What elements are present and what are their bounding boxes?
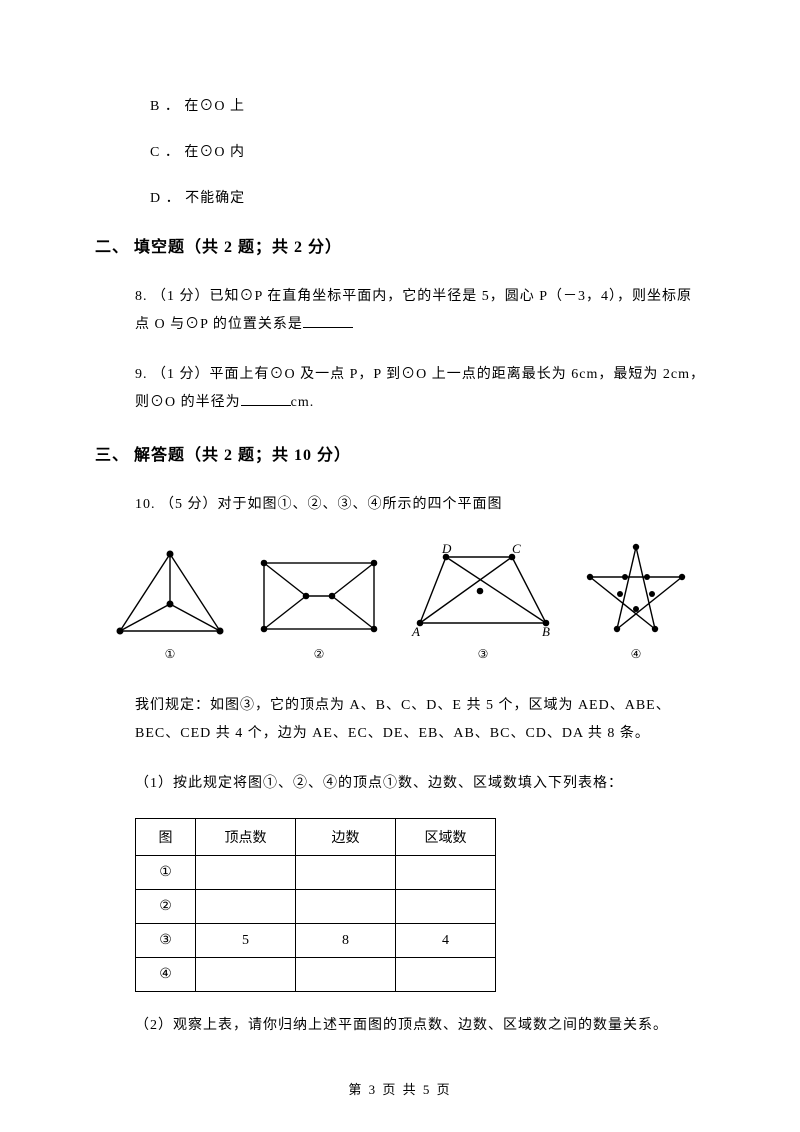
question-8: 8. （1 分）已知⊙P 在直角坐标平面内，它的半径是 5，圆心 P（－3，4）… [135,283,705,339]
table-row: ④ [136,958,496,992]
section-2-heading: 二、 填空题（共 2 题；共 2 分） [95,233,705,257]
figure-2: ② [254,551,384,662]
option-c: C ． 在⊙O 内 [150,141,705,161]
cell: ③ [136,924,196,958]
blank-q8[interactable] [303,314,353,328]
cell[interactable] [396,890,496,924]
option-b: B ． 在⊙O 上 [150,95,705,115]
page-footer: 第 3 页 共 5 页 [0,1079,800,1098]
section-3-heading: 三、 解答题（共 2 题；共 10 分） [95,441,705,465]
question-9-text-a: 9. （1 分）平面上有⊙O 及一点 P，P 到⊙O 上一点的距离最长为 6cm… [135,367,705,410]
cell: ④ [136,958,196,992]
q10-sub2: （2）观察上表，请你归纳上述平面图的顶点数、边数、区域数之间的数量关系。 [135,1012,705,1040]
table-row: ② [136,890,496,924]
cell: ① [136,856,196,890]
label-B: B [542,624,550,639]
label-D: D [441,541,452,556]
question-8-text: 8. （1 分）已知⊙P 在直角坐标平面内，它的半径是 5，圆心 P（－3，4）… [135,289,692,332]
figure-4-label: ④ [582,647,690,662]
data-table: 图 顶点数 边数 区域数 ① ② ③ 5 8 4 ④ [135,818,496,992]
col-fig: 图 [136,819,196,856]
figures-row: ① ② [95,541,705,662]
figure-4: ④ [582,541,690,662]
label-A: A [411,624,420,639]
figure-2-label: ② [254,647,384,662]
cell[interactable] [196,856,296,890]
cell: 4 [396,924,496,958]
cell[interactable] [196,890,296,924]
cell[interactable] [396,856,496,890]
label-C: C [512,541,521,556]
figure-3-label: ③ [408,647,558,662]
col-vertices: 顶点数 [196,819,296,856]
q10-rule-text: 我们规定：如图③，它的顶点为 A、B、C、D、E 共 5 个，区域为 AED、A… [135,692,705,748]
figure-1-label: ① [110,647,230,662]
cell: 5 [196,924,296,958]
table-row: ① [136,856,496,890]
option-d: D ． 不能确定 [150,187,705,207]
question-10-intro: 10. （5 分）对于如图①、②、③、④所示的四个平面图 [135,491,705,519]
cell[interactable] [396,958,496,992]
cell: ② [136,890,196,924]
question-9: 9. （1 分）平面上有⊙O 及一点 P，P 到⊙O 上一点的距离最长为 6cm… [135,361,705,417]
cell: 8 [296,924,396,958]
cell[interactable] [296,890,396,924]
cell[interactable] [296,856,396,890]
col-edges: 边数 [296,819,396,856]
table-header-row: 图 顶点数 边数 区域数 [136,819,496,856]
col-regions: 区域数 [396,819,496,856]
q10-sub1: （1）按此规定将图①、②、④的顶点①数、边数、区域数填入下列表格： [135,770,705,798]
cell[interactable] [296,958,396,992]
question-9-text-b: cm. [291,395,315,410]
table-row: ③ 5 8 4 [136,924,496,958]
figure-1: ① [110,546,230,662]
figure-3: D C A B ③ [408,541,558,662]
cell[interactable] [196,958,296,992]
blank-q9[interactable] [241,392,291,406]
